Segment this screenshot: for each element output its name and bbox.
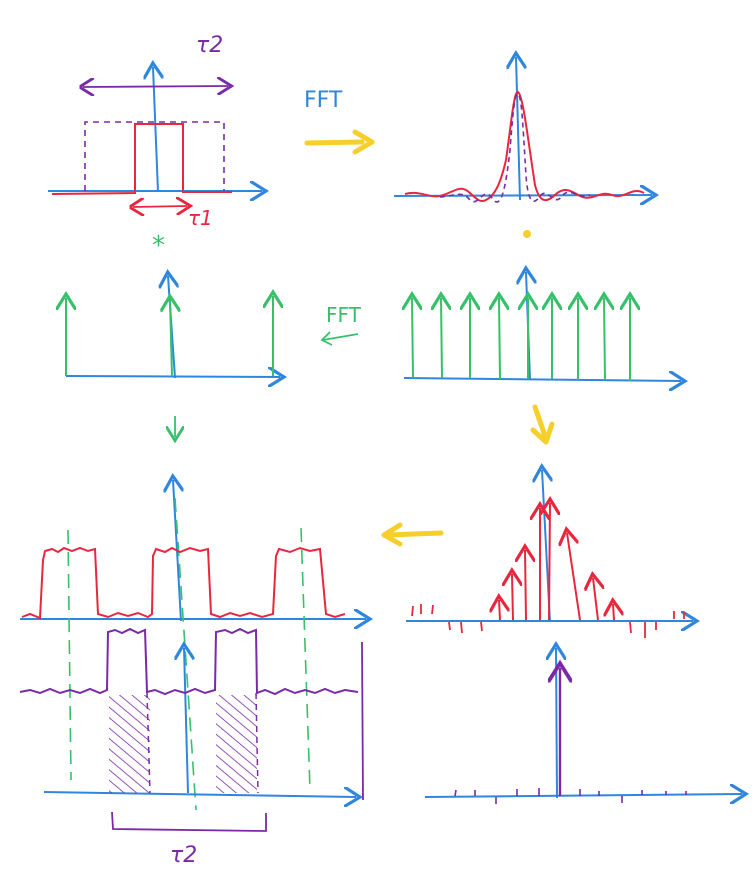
purple-pulse-train — [19, 627, 359, 696]
spectral-line-4 — [549, 503, 550, 621]
panel-periodic-pulses — [20, 480, 366, 811]
sinc-curve-red — [404, 90, 645, 202]
yellow-arrow-down — [530, 404, 555, 445]
spectral-line-2 — [525, 550, 526, 621]
panel-single-spike — [424, 648, 742, 804]
overlap-region-1 — [109, 695, 150, 793]
dense-comb-axis — [403, 378, 681, 381]
panel-dense-comb — [404, 272, 681, 381]
convolve-symbol: * — [152, 231, 165, 261]
sinc-curve-purple-dashed — [439, 93, 591, 203]
yellow-arrow-right — [304, 139, 365, 146]
tau1-label: τ1 — [188, 206, 213, 230]
periodic-red-pulses — [21, 546, 346, 620]
side-lobe-7 — [629, 621, 632, 634]
side-lobe-4 — [448, 621, 451, 631]
fft-label-mid: FFT — [326, 303, 362, 327]
tau2-width-arrow — [83, 86, 228, 87]
tau1-width-arrow — [133, 206, 187, 207]
fft-arrow-mid: FFT — [320, 303, 362, 346]
fft-label-top: FFT — [304, 88, 343, 113]
tau2-bracket — [111, 811, 267, 832]
dense-spike-2 — [441, 298, 442, 379]
spectral-line-7 — [499, 600, 500, 621]
spectral-line-1 — [512, 574, 513, 621]
green-arrow-left-head — [320, 331, 333, 346]
multiply-dot — [523, 230, 531, 238]
single-spike-axis — [424, 794, 742, 797]
panel-sinc-spectrum — [393, 57, 652, 203]
tau2-label-bottom: τ2 — [170, 843, 197, 868]
dense-spike-8 — [604, 298, 605, 381]
single-spike-vertical-axis — [556, 648, 557, 799]
panel-line-spectrum — [406, 470, 693, 638]
period-marker-2 — [174, 497, 197, 811]
sparse-comb-axis — [65, 376, 280, 377]
dense-spike-1 — [412, 298, 413, 379]
side-lobe-6 — [480, 621, 483, 632]
overlap-region-2 — [216, 695, 257, 793]
spectral-line-5 — [567, 533, 581, 621]
narrow-pulse — [51, 123, 232, 195]
spectral-line-6 — [593, 578, 598, 621]
green-arrow-left — [322, 333, 359, 341]
tau2-label-top: τ2 — [196, 33, 223, 58]
side-lobe-1 — [411, 605, 414, 617]
overlap-time-axis — [43, 792, 356, 797]
period-marker-3 — [300, 527, 311, 791]
wide-pulse-dashed — [84, 121, 225, 191]
side-lobe-5 — [460, 621, 463, 634]
dense-spike-4 — [499, 298, 500, 380]
yellow-arrow-left — [381, 522, 444, 547]
comb-spike-center — [170, 300, 172, 377]
purple-dashed-edge-1 — [146, 691, 151, 794]
spectrum-axis — [516, 57, 520, 201]
period-marker-1 — [67, 529, 72, 781]
purple-right-edge — [361, 641, 364, 801]
purple-dashed-edge-2 — [255, 692, 259, 794]
panel-sparse-comb — [66, 276, 280, 378]
fft-arrow-top: FFT — [304, 88, 375, 155]
panel-overlap: τ2 — [19, 627, 364, 868]
side-lobe-3 — [431, 604, 434, 615]
overlap-amplitude-axis — [184, 648, 188, 794]
panel-time-pulse: τ2 τ1 — [48, 33, 262, 230]
spectral-line-8 — [613, 604, 614, 621]
yellow-arrow-right-head — [352, 129, 375, 155]
